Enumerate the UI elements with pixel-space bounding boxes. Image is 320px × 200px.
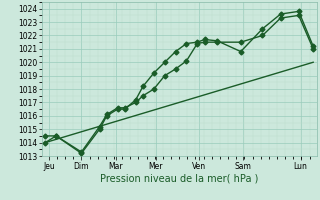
- X-axis label: Pression niveau de la mer( hPa ): Pression niveau de la mer( hPa ): [100, 173, 258, 183]
